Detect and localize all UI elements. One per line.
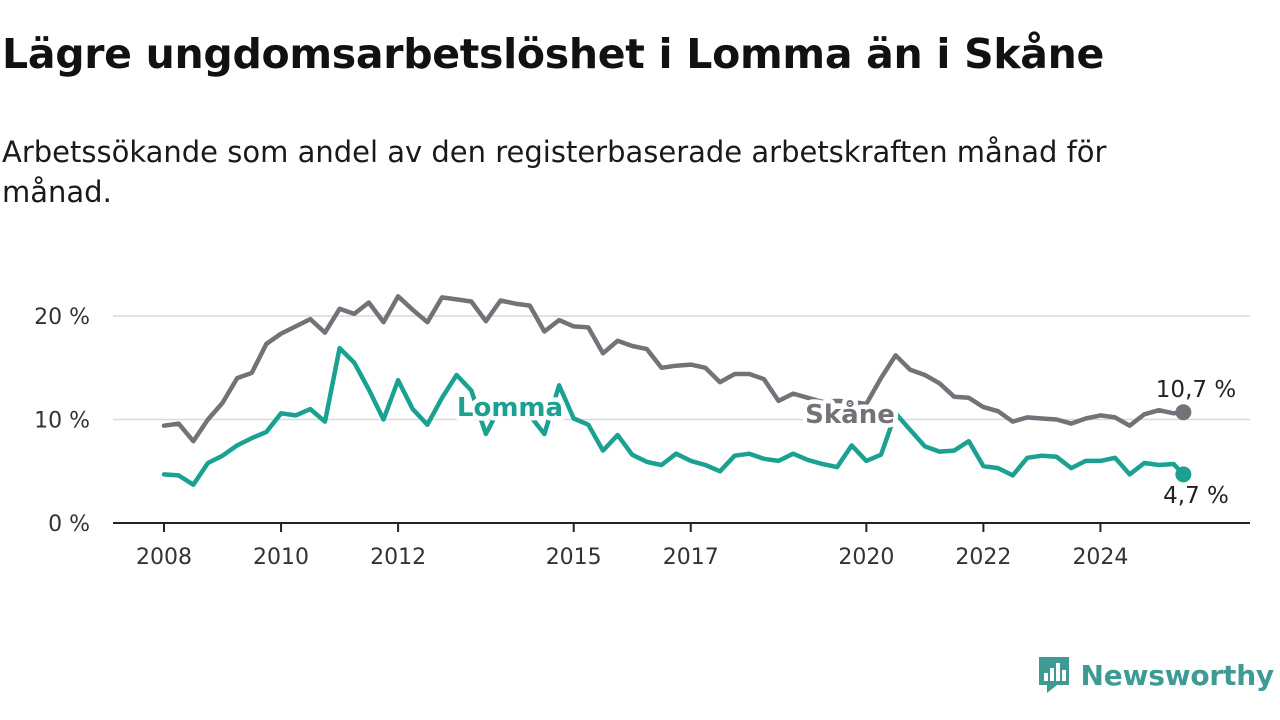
series-line-sk-ne — [161, 294, 1186, 444]
y-tick-label: 10 % — [34, 409, 90, 434]
series-name-label-lomma: Lomma — [457, 393, 563, 423]
x-tick-label: 2024 — [1072, 545, 1128, 570]
x-tick-label: 2020 — [838, 545, 894, 570]
chart-subtitle: Arbetssökande som andel av den registerb… — [2, 135, 1107, 209]
x-tick-label: 2012 — [370, 545, 426, 570]
x-tick-label: 2022 — [955, 545, 1011, 570]
brand-name: Newsworthy — [1080, 658, 1275, 692]
y-tick-label: 20 % — [34, 305, 90, 330]
x-tick-label: 2010 — [253, 545, 309, 570]
end-value-label-lomma: 4,7 % — [1163, 483, 1229, 509]
series-labels: Skåne 10,7 % Lomma 4,7 % — [452, 374, 1239, 512]
series-lines — [161, 294, 1192, 487]
series-name-label-sk-ne: Skåne — [805, 398, 895, 430]
y-axis-ticks: 0 % 10 % 20 % — [34, 305, 90, 537]
series-line-lomma — [161, 345, 1186, 487]
brand: Newsworthy — [1037, 655, 1274, 695]
newsworthy-logo-icon — [1038, 657, 1069, 693]
end-point-sk-ne — [1175, 404, 1192, 421]
x-tick-label: 2017 — [663, 545, 719, 570]
end-point-lomma — [1175, 466, 1192, 483]
x-axis-ticks: 2008 2010 2012 2015 2017 2020 2022 2024 — [136, 523, 1128, 570]
y-tick-label: 0 % — [48, 512, 90, 537]
end-value-label-sk-ne: 10,7 % — [1156, 377, 1236, 403]
x-tick-label: 2008 — [136, 545, 192, 570]
chart-title: Lägre ungdomsarbetslöshet i Lomma än i S… — [2, 30, 1105, 78]
x-tick-label: 2015 — [546, 545, 602, 570]
